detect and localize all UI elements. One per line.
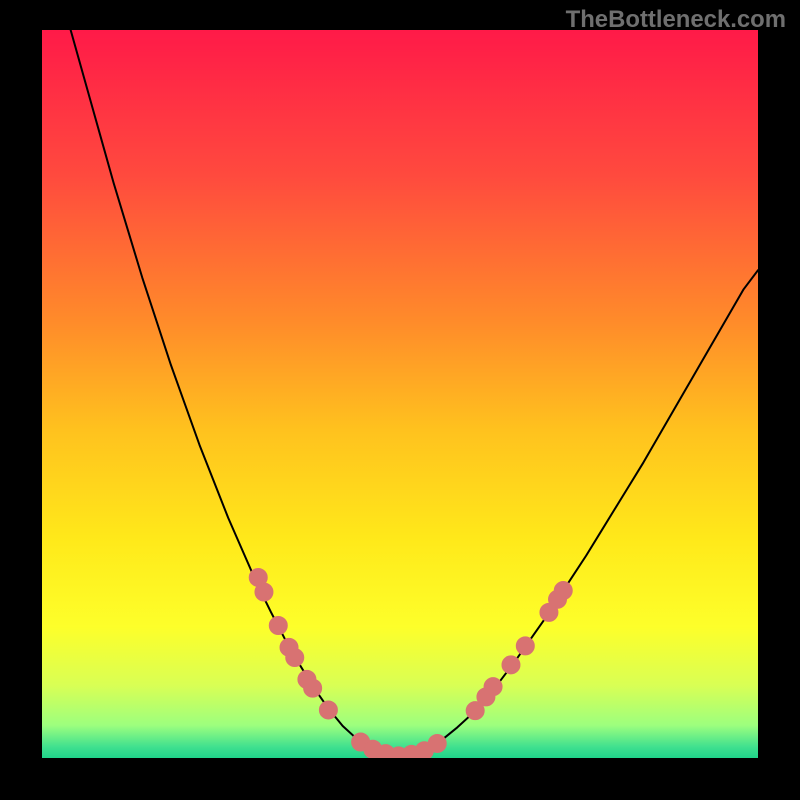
- data-marker: [286, 649, 304, 667]
- data-marker: [428, 734, 446, 752]
- data-marker: [319, 701, 337, 719]
- data-marker: [516, 637, 534, 655]
- watermark-text: TheBottleneck.com: [566, 6, 786, 34]
- data-marker: [255, 583, 273, 601]
- data-marker: [554, 582, 572, 600]
- data-markers: [249, 568, 572, 758]
- plot-area: [42, 30, 758, 758]
- data-marker: [269, 617, 287, 635]
- data-marker: [304, 679, 322, 697]
- data-marker: [484, 678, 502, 696]
- v-curve: [71, 30, 758, 757]
- chart-overlay: [42, 30, 758, 758]
- data-marker: [502, 656, 520, 674]
- chart-canvas: TheBottleneck.com: [0, 0, 800, 800]
